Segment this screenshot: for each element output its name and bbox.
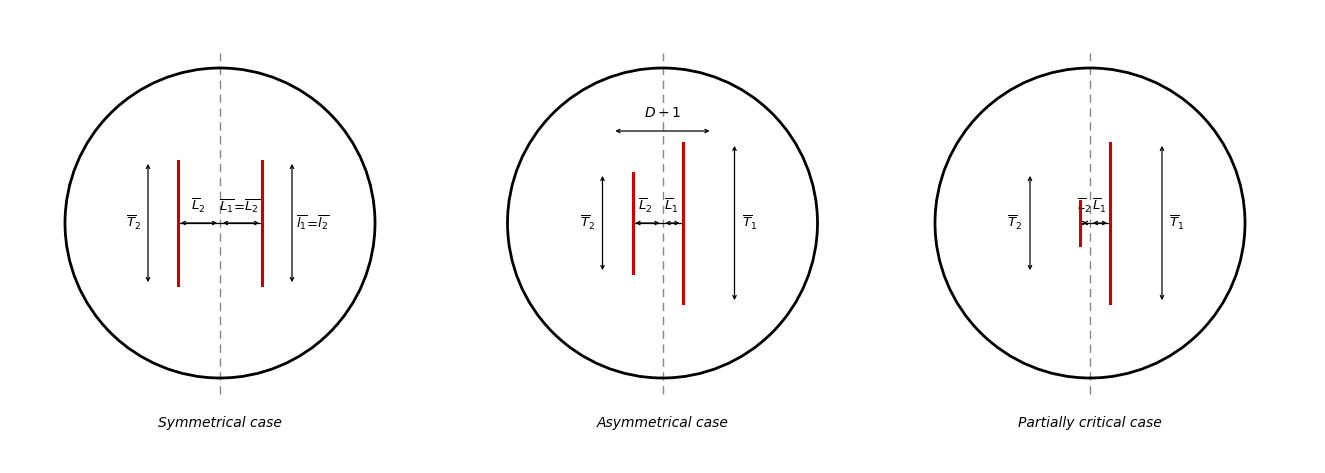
Text: $\overline{T}_2$: $\overline{T}_2$ xyxy=(126,214,142,232)
Text: $\overline{L}_1$: $\overline{L}_1$ xyxy=(664,197,678,215)
Text: $\overline{L}_2$: $\overline{L}_2$ xyxy=(639,197,653,215)
Text: $\overline{L_1}\!=\!\overline{L_2}$: $\overline{L_1}\!=\!\overline{L_2}$ xyxy=(220,198,261,215)
Text: $\overline{T}_1$: $\overline{T}_1$ xyxy=(742,214,757,232)
Text: $\overline{T}_2$: $\overline{T}_2$ xyxy=(1007,214,1023,232)
Text: $\overline{l_1}\!=\!\overline{l_2}$: $\overline{l_1}\!=\!\overline{l_2}$ xyxy=(295,214,330,232)
Text: $\overline{T}_2$: $\overline{T}_2$ xyxy=(580,214,595,232)
Text: Asymmetrical case: Asymmetrical case xyxy=(596,416,729,430)
Text: $\overline{L}_2$: $\overline{L}_2$ xyxy=(191,197,205,215)
Text: $\overline{L}_1$: $\overline{L}_1$ xyxy=(1092,197,1106,215)
Text: Symmetrical case: Symmetrical case xyxy=(158,416,282,430)
Text: $\overline{T}_1$: $\overline{T}_1$ xyxy=(1170,214,1185,232)
Text: $D-1$: $D-1$ xyxy=(644,106,681,120)
Text: $\overline{L}_2$: $\overline{L}_2$ xyxy=(1077,197,1092,215)
Text: Partially critical case: Partially critical case xyxy=(1018,416,1162,430)
